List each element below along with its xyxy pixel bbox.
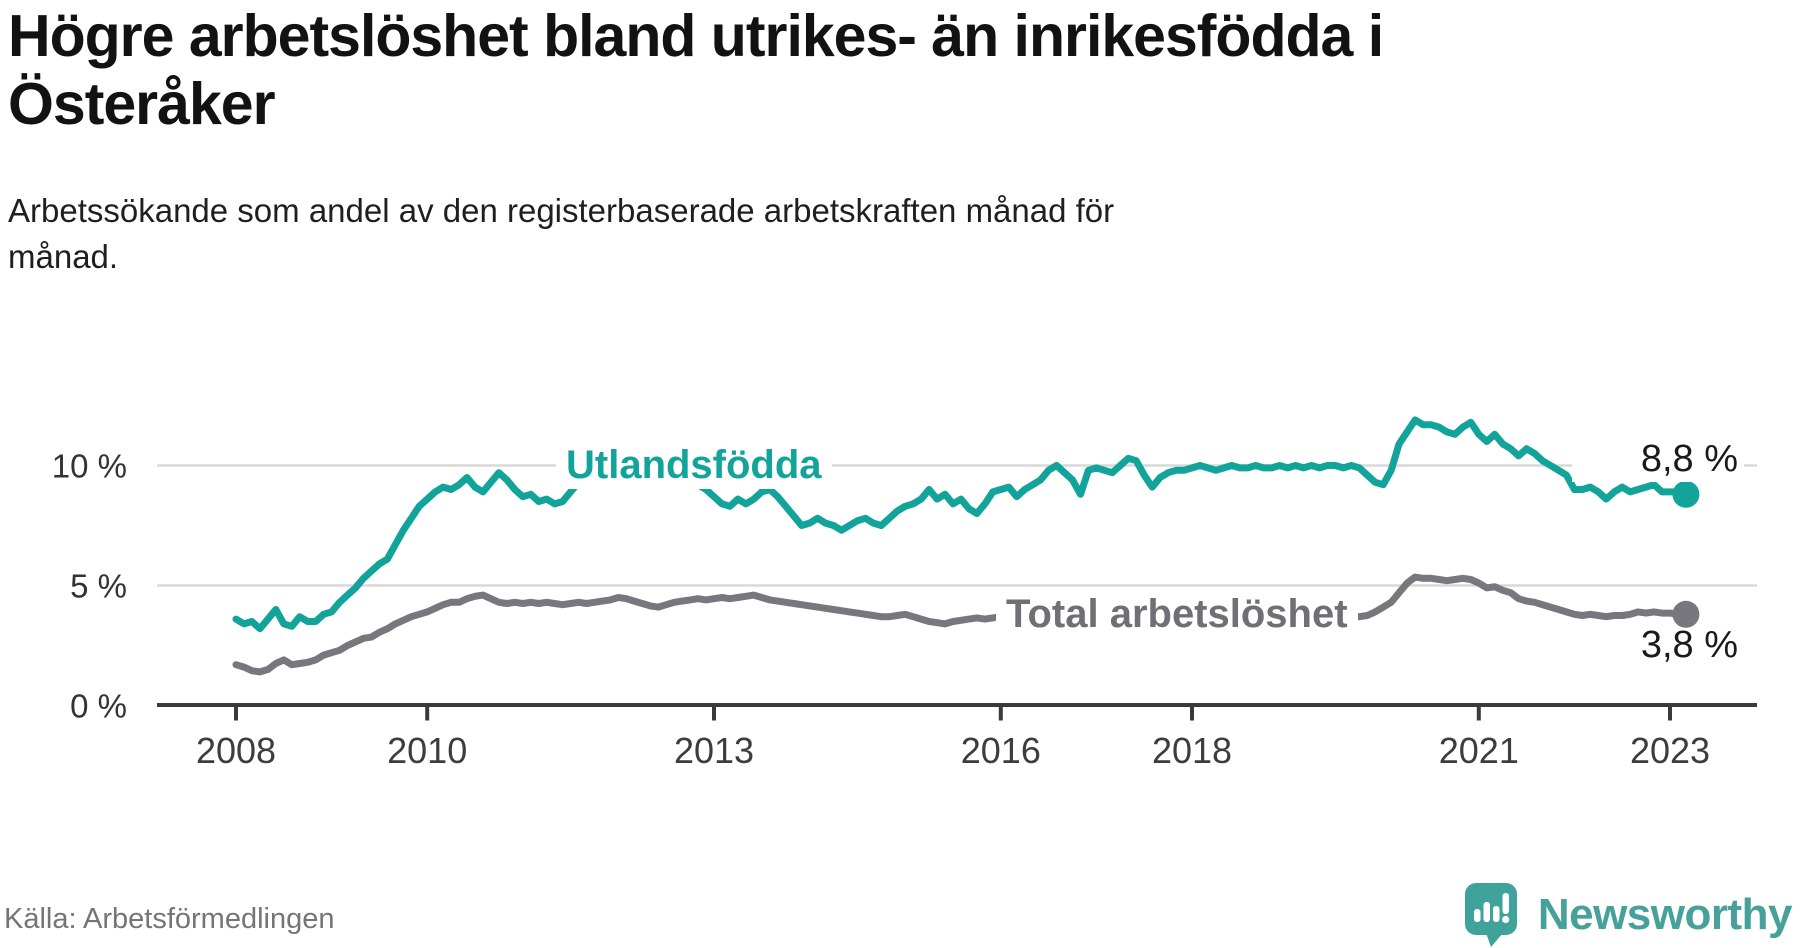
y-axis-label-0: 0 % — [70, 688, 127, 725]
x-axis-label-2016: 2016 — [961, 730, 1041, 771]
end-value-label-utlandsfodda: 8,8 % — [1572, 436, 1744, 482]
series-label-utlandsfodda: Utlandsfödda — [556, 441, 832, 489]
y-axis-label-5: 5 % — [70, 568, 127, 605]
x-axis-label-2021: 2021 — [1439, 730, 1519, 771]
end-dot-total-arbetsl-shet — [1672, 600, 1700, 628]
end-value-label-total: 3,8 % — [1640, 624, 1738, 666]
newsworthy-wordmark: Newsworthy — [1537, 890, 1793, 939]
x-axis-label-2010: 2010 — [387, 730, 467, 771]
series-line-utlandsf-dda — [232, 416, 1690, 633]
page-title: Högre arbetslöshet bland utrikes- än inr… — [8, 2, 1568, 139]
x-axis-label-2008: 2008 — [196, 730, 276, 771]
subtitle-line-2: månad. — [8, 237, 119, 275]
series-line-total-arbetsl-shet — [232, 573, 1690, 676]
x-axis-label-2023: 2023 — [1630, 730, 1710, 771]
source-attribution: Källa: Arbetsförmedlingen — [4, 903, 335, 935]
x-axis-label-2018: 2018 — [1152, 730, 1232, 771]
title-line-1: Högre arbetslöshet bland utrikes- än inr… — [8, 3, 1384, 69]
title-line-2: Österåker — [8, 71, 276, 138]
newsworthy-brand: Newsworthy — [1464, 882, 1793, 948]
series-label-total-arbetsloshet: Total arbetslöshet — [996, 590, 1358, 638]
newsworthy-logo-icon — [1464, 883, 1517, 947]
end-dot-utlandsf-dda — [1672, 480, 1700, 508]
x-axis-label-2013: 2013 — [674, 730, 754, 771]
y-axis-label-10: 10 % — [52, 448, 127, 485]
chart-subtitle: Arbetssökande som andel av den registerb… — [8, 188, 1508, 279]
subtitle-line-1: Arbetssökande som andel av den registerb… — [8, 192, 1115, 229]
